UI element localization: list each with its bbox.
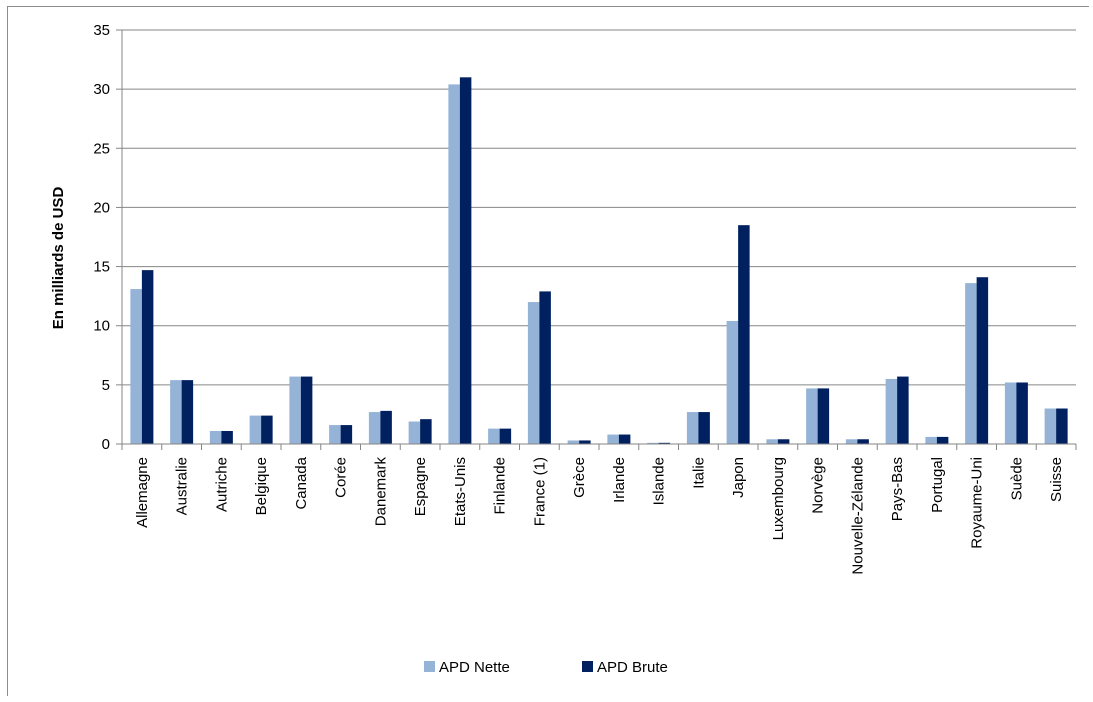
bar-apd-brute bbox=[897, 376, 909, 444]
x-tick-label: Autriche bbox=[213, 457, 230, 512]
x-tick-label: Royaume-Uni bbox=[969, 457, 986, 549]
legend-swatch-apd-brute bbox=[582, 661, 593, 672]
x-tick-label: Suède bbox=[1008, 457, 1025, 500]
bar-apd-brute bbox=[618, 434, 631, 444]
y-axis-title: En milliards de USD bbox=[50, 187, 67, 330]
bar-apd-nette bbox=[448, 84, 460, 444]
legend: APD Nette APD Brute bbox=[424, 659, 668, 676]
x-tick-label: Corée bbox=[333, 457, 350, 498]
y-tick-label: 5 bbox=[102, 377, 110, 394]
x-tick-labels: Allemagne Australie Autriche Belgique Canada… bbox=[134, 456, 1065, 574]
bar-apd-nette bbox=[726, 320, 739, 444]
bar-apd-nette bbox=[647, 442, 659, 444]
bar-apd-nette bbox=[965, 283, 977, 444]
y-tick-label: 10 bbox=[93, 318, 110, 335]
legend-label-apd-brute: APD Brute bbox=[597, 659, 668, 676]
x-tick-label: Irlande bbox=[611, 457, 628, 503]
chart-frame bbox=[7, 6, 1089, 696]
bar-apd-nette bbox=[289, 376, 301, 444]
gridlines bbox=[116, 29, 1076, 445]
bar-apd-nette bbox=[1004, 382, 1017, 444]
bar-apd-brute bbox=[221, 430, 233, 444]
y-tick-label: 15 bbox=[93, 259, 110, 276]
bar-apd-brute bbox=[857, 439, 869, 444]
x-tick-label: Canada bbox=[293, 456, 310, 509]
legend-swatch-apd-nette bbox=[424, 661, 435, 672]
x-tick-label: Pays-Bas bbox=[889, 457, 906, 521]
bar-apd-brute bbox=[579, 440, 591, 444]
y-tick-labels: 0 5 10 15 20 25 30 35 bbox=[93, 22, 110, 453]
x-tick-label: Suisse bbox=[1048, 457, 1065, 502]
bar-apd-brute bbox=[181, 380, 194, 444]
bar-apd-nette bbox=[567, 440, 580, 444]
x-tick-label: Danemark bbox=[372, 457, 389, 527]
bar-apd-nette bbox=[488, 428, 500, 444]
bar-apd-brute bbox=[658, 442, 671, 444]
bar-apd-nette bbox=[249, 415, 262, 444]
bar-apd-nette bbox=[686, 412, 699, 444]
axes bbox=[121, 30, 1077, 450]
bar-apd-brute bbox=[698, 412, 710, 444]
bar-apd-brute bbox=[777, 439, 790, 444]
bar-apd-nette bbox=[766, 439, 778, 444]
bar-apd-nette bbox=[806, 388, 818, 444]
bar-apd-nette bbox=[368, 412, 381, 444]
bar-apd-brute bbox=[936, 436, 949, 444]
bar-apd-nette bbox=[527, 302, 540, 444]
y-tick-label: 0 bbox=[102, 436, 110, 453]
bar-apd-nette bbox=[209, 430, 222, 444]
x-tick-label: Nouvelle-Zélande bbox=[849, 457, 866, 575]
bars bbox=[130, 77, 1068, 445]
bar-apd-brute bbox=[141, 270, 154, 444]
bar-apd-brute bbox=[738, 225, 750, 444]
bar-apd-brute bbox=[261, 415, 273, 444]
bar-apd-brute bbox=[499, 428, 512, 444]
bar-apd-brute bbox=[420, 419, 432, 444]
x-tick-label: Islande bbox=[651, 457, 668, 505]
bar-apd-nette bbox=[329, 425, 341, 444]
y-tick-label: 30 bbox=[93, 81, 110, 98]
y-tick-label: 25 bbox=[93, 140, 110, 157]
x-tick-label: Belgique bbox=[253, 457, 270, 515]
bar-apd-brute bbox=[976, 277, 989, 444]
bar-apd-brute bbox=[300, 376, 313, 444]
bar-apd-nette bbox=[607, 434, 619, 444]
x-tick-label: Norvège bbox=[810, 457, 827, 514]
x-tick-label: Italie bbox=[690, 457, 707, 489]
x-tick-label: Finlande bbox=[492, 457, 509, 515]
x-tick-label: Portugal bbox=[929, 457, 946, 513]
bar-apd-brute bbox=[539, 291, 551, 444]
x-tick-label: Australie bbox=[174, 457, 191, 515]
bar-apd-brute bbox=[340, 425, 353, 444]
bar-apd-nette bbox=[170, 380, 182, 444]
bar-apd-nette bbox=[845, 439, 858, 444]
x-tick-label: Espagne bbox=[412, 457, 429, 516]
y-tick-label: 20 bbox=[93, 199, 110, 216]
bar-apd-nette bbox=[925, 436, 937, 444]
x-tick-label: Grèce bbox=[571, 457, 588, 498]
bar-apd-brute bbox=[380, 410, 392, 444]
bar-apd-brute bbox=[817, 388, 830, 444]
bar-apd-nette bbox=[130, 289, 142, 444]
x-tick-label: France (1) bbox=[531, 457, 548, 526]
x-tick-label: Luxembourg bbox=[770, 457, 787, 540]
bar-apd-nette bbox=[1044, 408, 1057, 444]
legend-label-apd-nette: APD Nette bbox=[439, 659, 510, 676]
bar-apd-nette bbox=[885, 378, 898, 444]
x-tick-label: Etats-Unis bbox=[452, 457, 469, 526]
bar-apd-brute bbox=[1016, 382, 1028, 444]
bar-apd-nette bbox=[408, 421, 421, 444]
bar-apd-brute bbox=[1056, 408, 1068, 444]
x-tick-label: Japon bbox=[730, 457, 747, 498]
x-tick-label: Allemagne bbox=[134, 457, 151, 528]
y-tick-label: 35 bbox=[93, 22, 110, 39]
bar-apd-brute bbox=[459, 77, 472, 445]
